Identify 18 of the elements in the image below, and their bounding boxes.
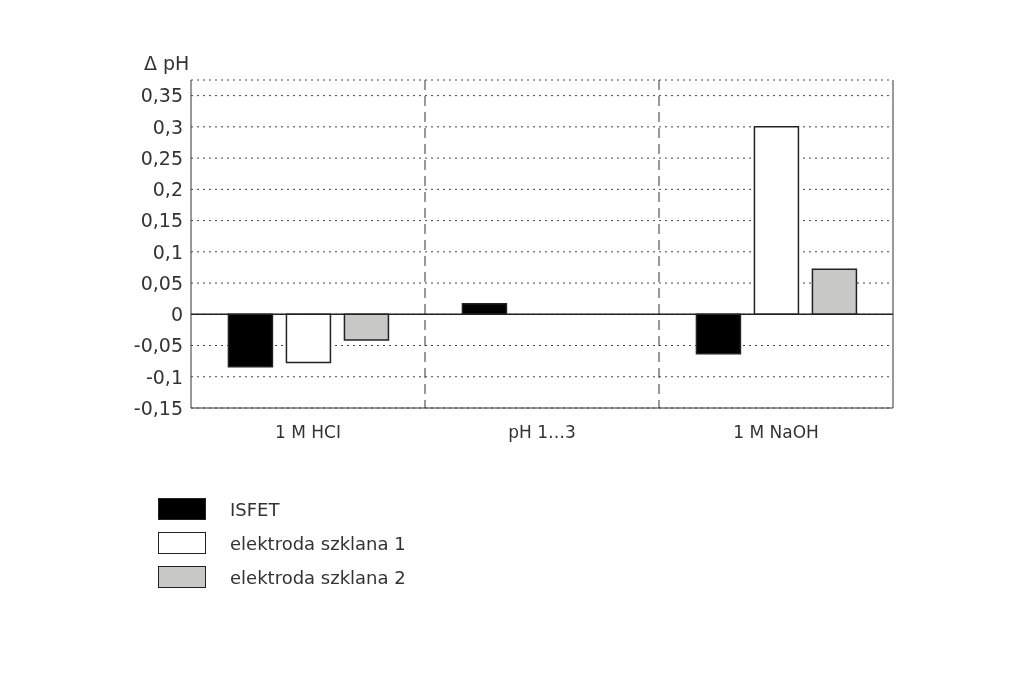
legend-label: ISFET [230,498,280,520]
y-tick-label: 0,3 [152,115,183,138]
legend-label: elektroda szklana 2 [230,566,406,588]
y-tick-label: 0,1 [152,240,183,263]
legend-label: elektroda szklana 1 [230,532,406,554]
x-tick-label: pH 1…3 [508,422,576,443]
x-tick-label: 1 M HCI [275,422,341,443]
y-tick-label: -0,1 [145,365,183,388]
y-tick-label: 0 [170,303,183,326]
y-tick-label: 0,25 [140,146,183,169]
y-tick-label: 0,2 [152,178,183,201]
y-tick-label: -0,05 [133,334,183,357]
y-axis-title: Δ pH [144,52,190,74]
y-tick-label: 0,35 [140,84,183,107]
x-tick-label: 1 M NaOH [733,422,819,443]
y-tick-label: 0,15 [140,209,183,232]
y-tick-label: -0,15 [133,396,183,419]
y-tick-label: 0,05 [140,271,183,294]
